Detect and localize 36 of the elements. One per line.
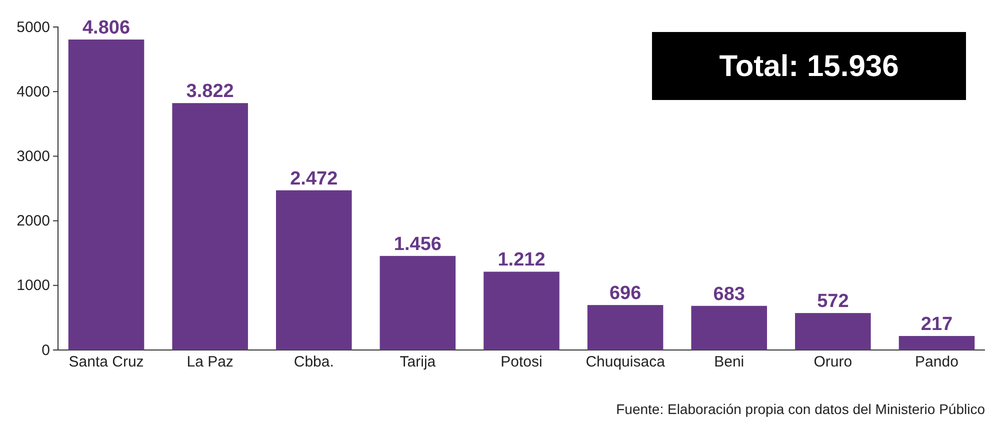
bar: [172, 103, 248, 350]
x-tick-label: Tarija: [400, 354, 436, 370]
data-label: 3.822: [186, 81, 234, 102]
bar: [795, 313, 871, 350]
annotation: Total: 15.936: [719, 50, 899, 83]
y-tick-label: 4000: [16, 83, 50, 100]
data-label: 683: [713, 284, 745, 305]
y-tick-label: 1000: [16, 277, 50, 294]
bar: [587, 305, 664, 350]
x-tick-label: Beni: [714, 354, 744, 370]
x-tick-label: La Paz: [186, 354, 234, 370]
x-tick-label: Santa Cruz: [68, 354, 144, 370]
y-tick-label: 2000: [16, 212, 50, 230]
total-box: Total: 15.936: [652, 32, 966, 100]
x-tick-label: Cbba.: [294, 354, 334, 370]
y-tick-label: 3000: [16, 148, 50, 165]
source-note: Fuente: Elaboración propia con datos del Ministerio Público: [616, 401, 986, 417]
bar: [691, 306, 768, 350]
data-label: 1.456: [394, 234, 442, 255]
x-tick-label: Oruro: [814, 354, 852, 370]
bar: [276, 190, 352, 350]
x-tick-label: Pando: [915, 354, 958, 370]
data-label: 696: [609, 283, 642, 304]
bar: [380, 256, 456, 350]
data-label: 572: [817, 291, 849, 312]
data-label: 217: [920, 314, 953, 335]
bar: [484, 272, 560, 350]
x-tick-label: Chuquisaca: [586, 354, 666, 370]
data-label: 2.472: [290, 168, 338, 190]
bar: [898, 336, 975, 350]
y-tick-label: 0: [42, 342, 50, 359]
data-label: 1.212: [498, 250, 546, 271]
y-tick-label: 5000: [16, 18, 50, 36]
data-label: 4.806: [82, 18, 130, 39]
x-tick-label: Potosi: [500, 354, 542, 370]
bar: [68, 40, 144, 350]
